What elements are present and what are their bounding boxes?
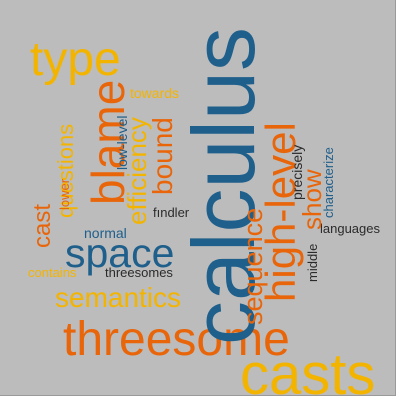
word-casts: casts xyxy=(240,342,376,400)
word-languages: languages xyxy=(320,221,380,236)
word-middle: middle xyxy=(305,243,320,282)
word-precisely: precisely xyxy=(289,144,305,200)
word-normal: normal xyxy=(84,225,127,241)
word-cast: cast xyxy=(29,203,56,248)
word-towards: towards xyxy=(130,85,180,101)
word-threesome: threesome xyxy=(63,313,290,366)
word-high-level: semantics xyxy=(55,282,182,313)
word-low-level: low-level xyxy=(114,115,130,170)
word-type: type xyxy=(30,33,121,86)
word-sequence: sequence xyxy=(238,207,268,325)
word-findler: fındler xyxy=(153,205,190,220)
word-contains: contains xyxy=(28,265,77,280)
word-lower: lower xyxy=(57,178,72,210)
word-space: space xyxy=(65,230,175,276)
word-bound: bound xyxy=(147,117,178,195)
word-threesomes: threesomes xyxy=(105,265,173,280)
word-characterize: characterize xyxy=(321,147,336,218)
